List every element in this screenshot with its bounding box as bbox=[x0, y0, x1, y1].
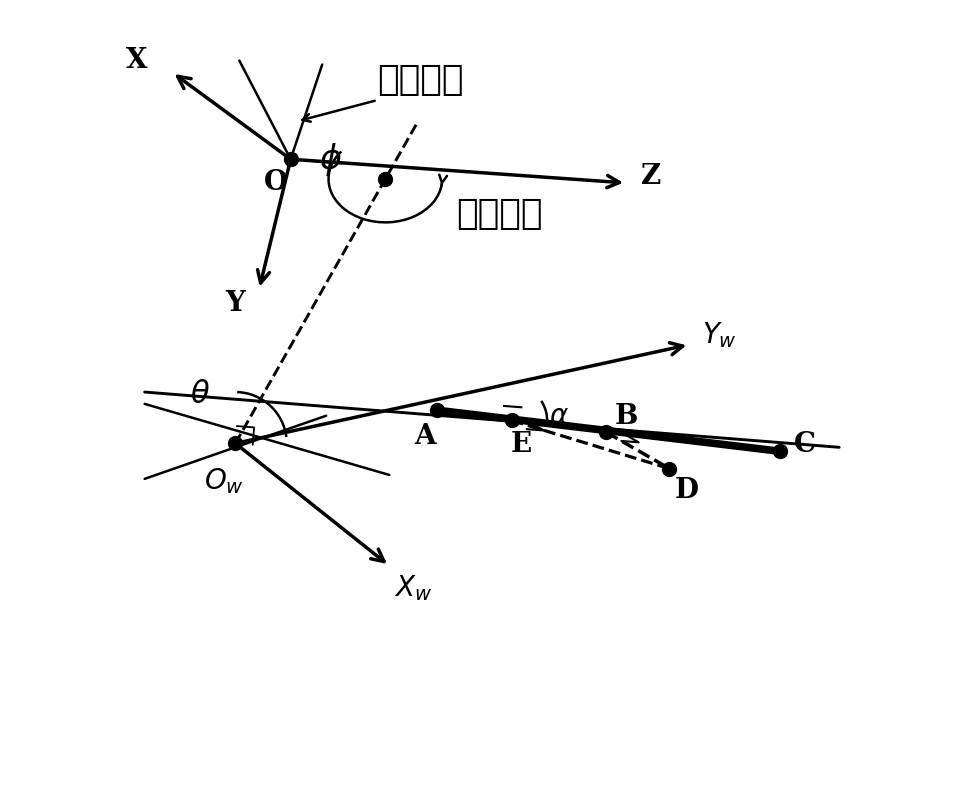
Text: Y: Y bbox=[226, 290, 245, 317]
Text: X: X bbox=[126, 47, 147, 74]
Text: C: C bbox=[794, 432, 816, 459]
Point bbox=[283, 153, 298, 166]
Text: 透镜中心: 透镜中心 bbox=[457, 197, 543, 231]
Point bbox=[227, 437, 243, 450]
Text: $O_w$: $O_w$ bbox=[203, 466, 244, 496]
Point bbox=[598, 426, 614, 439]
Text: $\phi$: $\phi$ bbox=[318, 141, 342, 177]
Text: $\alpha$: $\alpha$ bbox=[549, 403, 569, 430]
Point bbox=[504, 414, 520, 427]
Point bbox=[378, 173, 393, 185]
Text: A: A bbox=[414, 423, 436, 450]
Text: E: E bbox=[510, 431, 531, 458]
Text: $Y_w$: $Y_w$ bbox=[702, 320, 737, 350]
Point bbox=[429, 404, 444, 417]
Text: D: D bbox=[675, 478, 699, 505]
Point bbox=[662, 463, 678, 475]
Text: Z: Z bbox=[641, 163, 661, 190]
Text: B: B bbox=[615, 403, 638, 430]
Text: O: O bbox=[264, 169, 288, 196]
Text: $X_w$: $X_w$ bbox=[394, 573, 432, 603]
Text: $\theta$: $\theta$ bbox=[190, 379, 210, 410]
Text: 图像中心: 图像中心 bbox=[378, 63, 464, 97]
Point bbox=[772, 445, 788, 458]
